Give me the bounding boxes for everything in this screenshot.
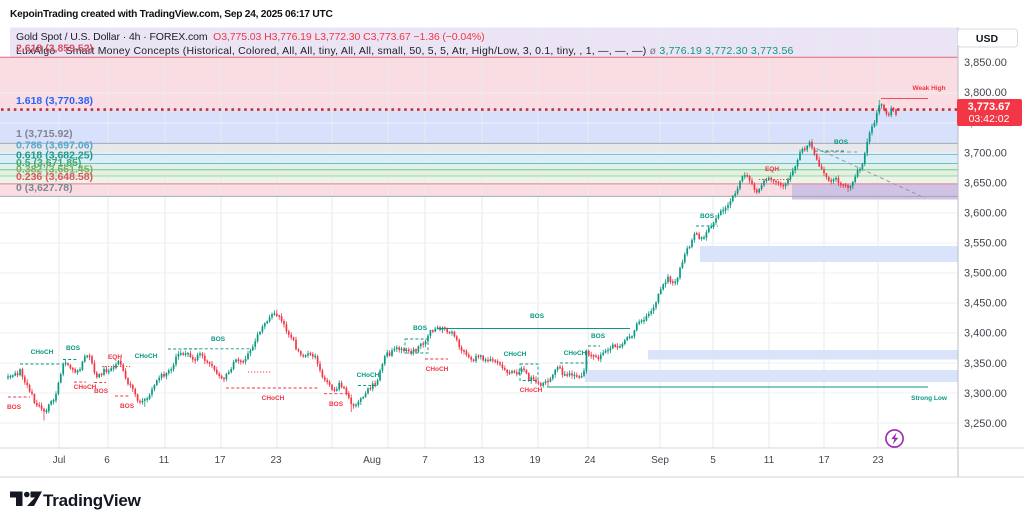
svg-text:Aug: Aug xyxy=(363,455,381,466)
svg-text:03:42:02: 03:42:02 xyxy=(969,113,1010,125)
svg-text:17: 17 xyxy=(818,455,830,466)
svg-text:2.618 (3,859.52): 2.618 (3,859.52) xyxy=(16,43,93,55)
svg-text:BOS: BOS xyxy=(530,313,545,320)
svg-text:CHoCH: CHoCH xyxy=(31,349,54,356)
svg-text:TradingView: TradingView xyxy=(43,491,142,510)
svg-text:3,600.00: 3,600.00 xyxy=(964,207,1007,219)
svg-text:1.618 (3,770.38): 1.618 (3,770.38) xyxy=(16,95,93,107)
svg-text:Weak High: Weak High xyxy=(912,85,945,92)
svg-text:KepoinTrading created with Tra: KepoinTrading created with TradingView.c… xyxy=(10,9,334,20)
svg-text:3,850.00: 3,850.00 xyxy=(964,57,1007,69)
svg-text:3,450.00: 3,450.00 xyxy=(964,298,1007,310)
svg-text:BOS: BOS xyxy=(413,325,428,332)
svg-text:3,350.00: 3,350.00 xyxy=(964,358,1007,370)
svg-text:0 (3,627.78): 0 (3,627.78) xyxy=(16,182,73,194)
svg-text:CHoCH: CHoCH xyxy=(357,372,380,379)
svg-text:3,650.00: 3,650.00 xyxy=(964,177,1007,189)
svg-text:CHoCH: CHoCH xyxy=(135,353,158,360)
svg-text:BOS: BOS xyxy=(211,336,226,343)
svg-text:BOS: BOS xyxy=(329,401,344,408)
svg-text:0.786 (3,697.06): 0.786 (3,697.06) xyxy=(16,140,93,152)
svg-text:Strong Low: Strong Low xyxy=(911,395,948,402)
svg-text:0.236 (3,648.58): 0.236 (3,648.58) xyxy=(16,171,93,183)
svg-text:23: 23 xyxy=(270,455,282,466)
svg-text:11: 11 xyxy=(159,455,170,466)
svg-text:23: 23 xyxy=(872,455,884,466)
svg-text:BOS: BOS xyxy=(834,139,849,146)
svg-text:3,400.00: 3,400.00 xyxy=(964,328,1007,340)
svg-text:3,800.00: 3,800.00 xyxy=(964,87,1007,99)
svg-text:6: 6 xyxy=(104,455,110,466)
svg-text:11: 11 xyxy=(764,455,775,466)
svg-text:5: 5 xyxy=(710,455,716,466)
svg-text:13: 13 xyxy=(473,455,485,466)
svg-text:LuxAlgo - Smart Money Concepts: LuxAlgo - Smart Money Concepts (Historic… xyxy=(16,45,794,57)
svg-text:CHoCH: CHoCH xyxy=(426,366,449,373)
svg-text:0.618 (3,682.25): 0.618 (3,682.25) xyxy=(16,150,93,162)
svg-text:EQH: EQH xyxy=(108,354,122,361)
svg-text:EQH: EQH xyxy=(765,166,779,173)
svg-text:BOS: BOS xyxy=(700,213,715,220)
svg-text:USD: USD xyxy=(976,33,999,45)
svg-text:3,300.00: 3,300.00 xyxy=(964,388,1007,400)
svg-text:BOS: BOS xyxy=(591,333,606,340)
svg-text:24: 24 xyxy=(584,455,596,466)
svg-text:3,250.00: 3,250.00 xyxy=(964,418,1007,430)
svg-text:CHoCH: CHoCH xyxy=(520,387,543,394)
svg-text:3,550.00: 3,550.00 xyxy=(964,238,1007,250)
svg-text:17: 17 xyxy=(214,455,226,466)
svg-text:BOS: BOS xyxy=(66,345,81,352)
svg-text:0.5 (3,671.85): 0.5 (3,671.85) xyxy=(16,157,81,169)
svg-text:7: 7 xyxy=(422,455,428,466)
svg-text:Gold Spot / U.S. Dollar · 4h ·: Gold Spot / U.S. Dollar · 4h · FOREX.com… xyxy=(16,31,484,43)
svg-text:1 (3,715.92): 1 (3,715.92) xyxy=(16,128,73,140)
svg-text:CHoCH: CHoCH xyxy=(262,395,285,402)
svg-text:3,700.00: 3,700.00 xyxy=(964,147,1007,159)
svg-text:BOS: BOS xyxy=(7,404,22,411)
svg-text:19: 19 xyxy=(529,455,541,466)
svg-text:CHoCH: CHoCH xyxy=(564,350,587,357)
svg-text:3,500.00: 3,500.00 xyxy=(964,268,1007,280)
svg-text:Sep: Sep xyxy=(651,455,669,466)
svg-text:CHoCH: CHoCH xyxy=(74,384,97,391)
svg-text:Jul: Jul xyxy=(53,455,66,466)
svg-text:3,773.67: 3,773.67 xyxy=(968,101,1011,113)
svg-text:BOS: BOS xyxy=(94,388,109,395)
svg-text:BOS: BOS xyxy=(120,403,135,410)
svg-text:0.382 (3,661.45): 0.382 (3,661.45) xyxy=(16,164,93,176)
svg-text:CHoCH: CHoCH xyxy=(504,351,527,358)
